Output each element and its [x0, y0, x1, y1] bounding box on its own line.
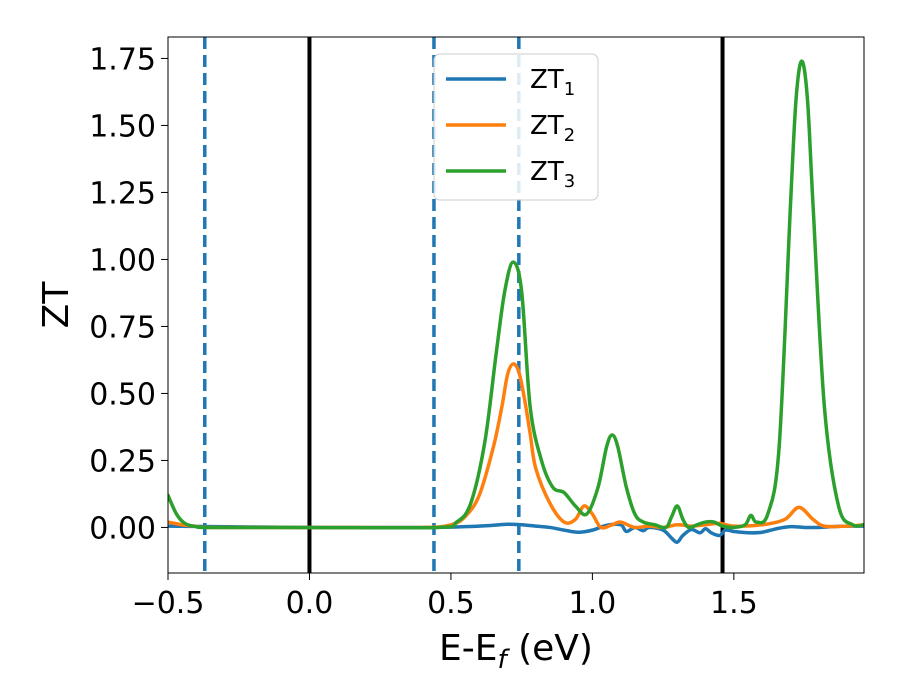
legend: ZT1 ZT2 ZT3 — [433, 53, 599, 201]
x-tick-label: 0.0 — [286, 586, 334, 621]
x-tick-label: 1.5 — [710, 586, 758, 621]
legend-box — [433, 53, 599, 201]
series-line-zt1 — [168, 522, 864, 544]
legend-label-subscript: 3 — [564, 171, 575, 192]
y-axis-title: ZT — [36, 281, 77, 329]
y-tick-label: 0.25 — [89, 444, 156, 479]
plot-frame — [167, 36, 865, 574]
y-tick-label: 0.00 — [89, 511, 156, 546]
x-tick-label: 1.0 — [569, 586, 617, 621]
y-tick-label: 1.50 — [89, 109, 156, 144]
legend-label-subscript: 2 — [564, 125, 575, 146]
y-tick-label: 0.50 — [89, 377, 156, 412]
y-axis: 0.00 0.25 0.50 0.75 1.00 1.25 1.50 1.75 — [89, 42, 168, 546]
x-tick-label: −0.5 — [132, 586, 205, 621]
x-tick-label: 0.5 — [427, 586, 475, 621]
reference-lines — [203, 37, 725, 573]
legend-label-zt2: ZT2 — [530, 111, 575, 146]
legend-label-zt3: ZT3 — [530, 157, 575, 192]
x-axis: −0.5 0.0 0.5 1.0 1.5 — [132, 573, 758, 621]
y-tick-label: 1.75 — [89, 42, 156, 77]
series-line-zt3 — [168, 59, 864, 530]
legend-label-zt1: ZT1 — [530, 65, 575, 100]
y-tick-label: 1.25 — [89, 176, 156, 211]
y-tick-label: 1.00 — [89, 243, 156, 278]
series-group — [168, 59, 864, 544]
y-tick-label: 0.75 — [89, 310, 156, 345]
legend-label-subscript: 1 — [564, 79, 575, 100]
x-axis-title: E-Ef (eV) — [439, 628, 593, 675]
x-axis-title-unit: (eV) — [507, 628, 593, 669]
